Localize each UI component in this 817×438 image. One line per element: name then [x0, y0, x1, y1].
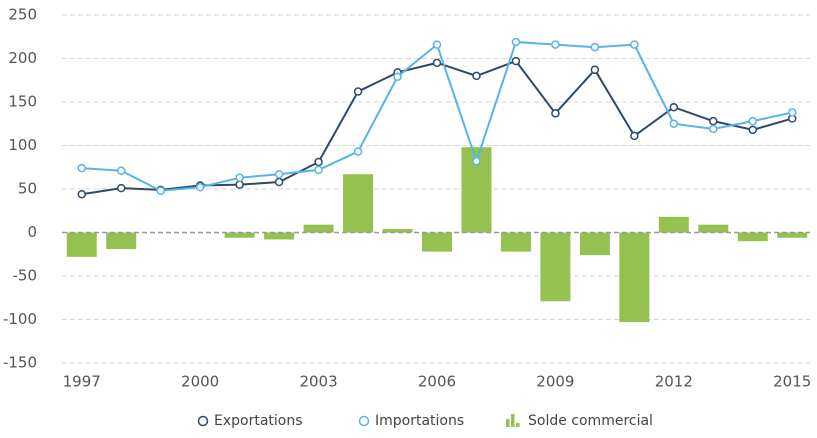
point — [156, 186, 165, 195]
point — [590, 65, 600, 75]
x-tick-label: 2015 — [773, 373, 811, 391]
legend-label: Exportations — [214, 413, 303, 429]
legend-icon — [511, 414, 515, 427]
point — [393, 72, 402, 82]
legend-icon — [506, 419, 510, 427]
legend-icon — [197, 415, 209, 427]
point — [353, 147, 363, 156]
x-tick-label: 2003 — [299, 373, 337, 391]
point — [630, 40, 639, 49]
point — [235, 173, 244, 182]
bar — [421, 232, 452, 252]
y-tick-label: -150 — [3, 354, 37, 372]
x-tick-label: 1997 — [63, 373, 101, 391]
point — [314, 157, 323, 167]
y-tick-label: 0 — [27, 223, 37, 241]
x-tick-label: 2012 — [655, 373, 693, 391]
point — [669, 102, 679, 112]
y-tick-label: 50 — [18, 180, 37, 198]
point — [590, 42, 600, 52]
legend-label: Importations — [375, 413, 464, 429]
bar — [658, 216, 689, 233]
point — [77, 163, 86, 173]
legend-icon — [516, 423, 520, 427]
line — [81, 59, 793, 196]
point — [353, 87, 363, 96]
point — [630, 131, 639, 141]
point — [551, 40, 560, 49]
point — [511, 37, 521, 47]
bar — [698, 224, 729, 233]
y-tick-label: 200 — [8, 49, 37, 67]
y-tick-label: -50 — [13, 267, 38, 285]
point — [669, 119, 679, 128]
bar — [777, 232, 808, 238]
point — [116, 183, 126, 193]
y-tick-label: -100 — [3, 310, 37, 328]
bar — [303, 224, 334, 233]
legend-label: Solde commercial — [528, 413, 653, 429]
point — [432, 58, 442, 68]
x-tick-label: 2009 — [536, 373, 574, 391]
point — [472, 156, 481, 166]
bar — [540, 232, 571, 302]
point — [235, 180, 244, 189]
legend-icon — [358, 415, 370, 427]
point — [787, 108, 797, 117]
y-tick-label: 250 — [8, 6, 37, 24]
bar — [382, 229, 413, 233]
point — [709, 124, 718, 134]
point — [274, 177, 284, 187]
point — [432, 40, 442, 49]
y-tick-label: 100 — [8, 136, 37, 154]
bar — [66, 232, 97, 257]
point — [314, 165, 323, 175]
bar — [500, 232, 531, 252]
bar — [106, 232, 137, 250]
x-tick-label: 2000 — [181, 373, 219, 391]
bar — [619, 232, 650, 323]
point — [748, 125, 758, 135]
point — [511, 56, 521, 66]
bar — [224, 232, 255, 238]
point — [748, 116, 758, 126]
point — [472, 71, 481, 81]
bar — [579, 232, 610, 256]
bar — [737, 232, 768, 242]
bar — [343, 174, 374, 233]
point — [274, 169, 284, 179]
y-tick-label: 150 — [8, 93, 37, 111]
point — [709, 116, 718, 126]
bar — [264, 232, 295, 240]
x-tick-label: 2006 — [418, 373, 456, 391]
point — [195, 183, 205, 192]
point — [116, 166, 126, 175]
point — [551, 109, 560, 118]
point — [77, 189, 86, 199]
